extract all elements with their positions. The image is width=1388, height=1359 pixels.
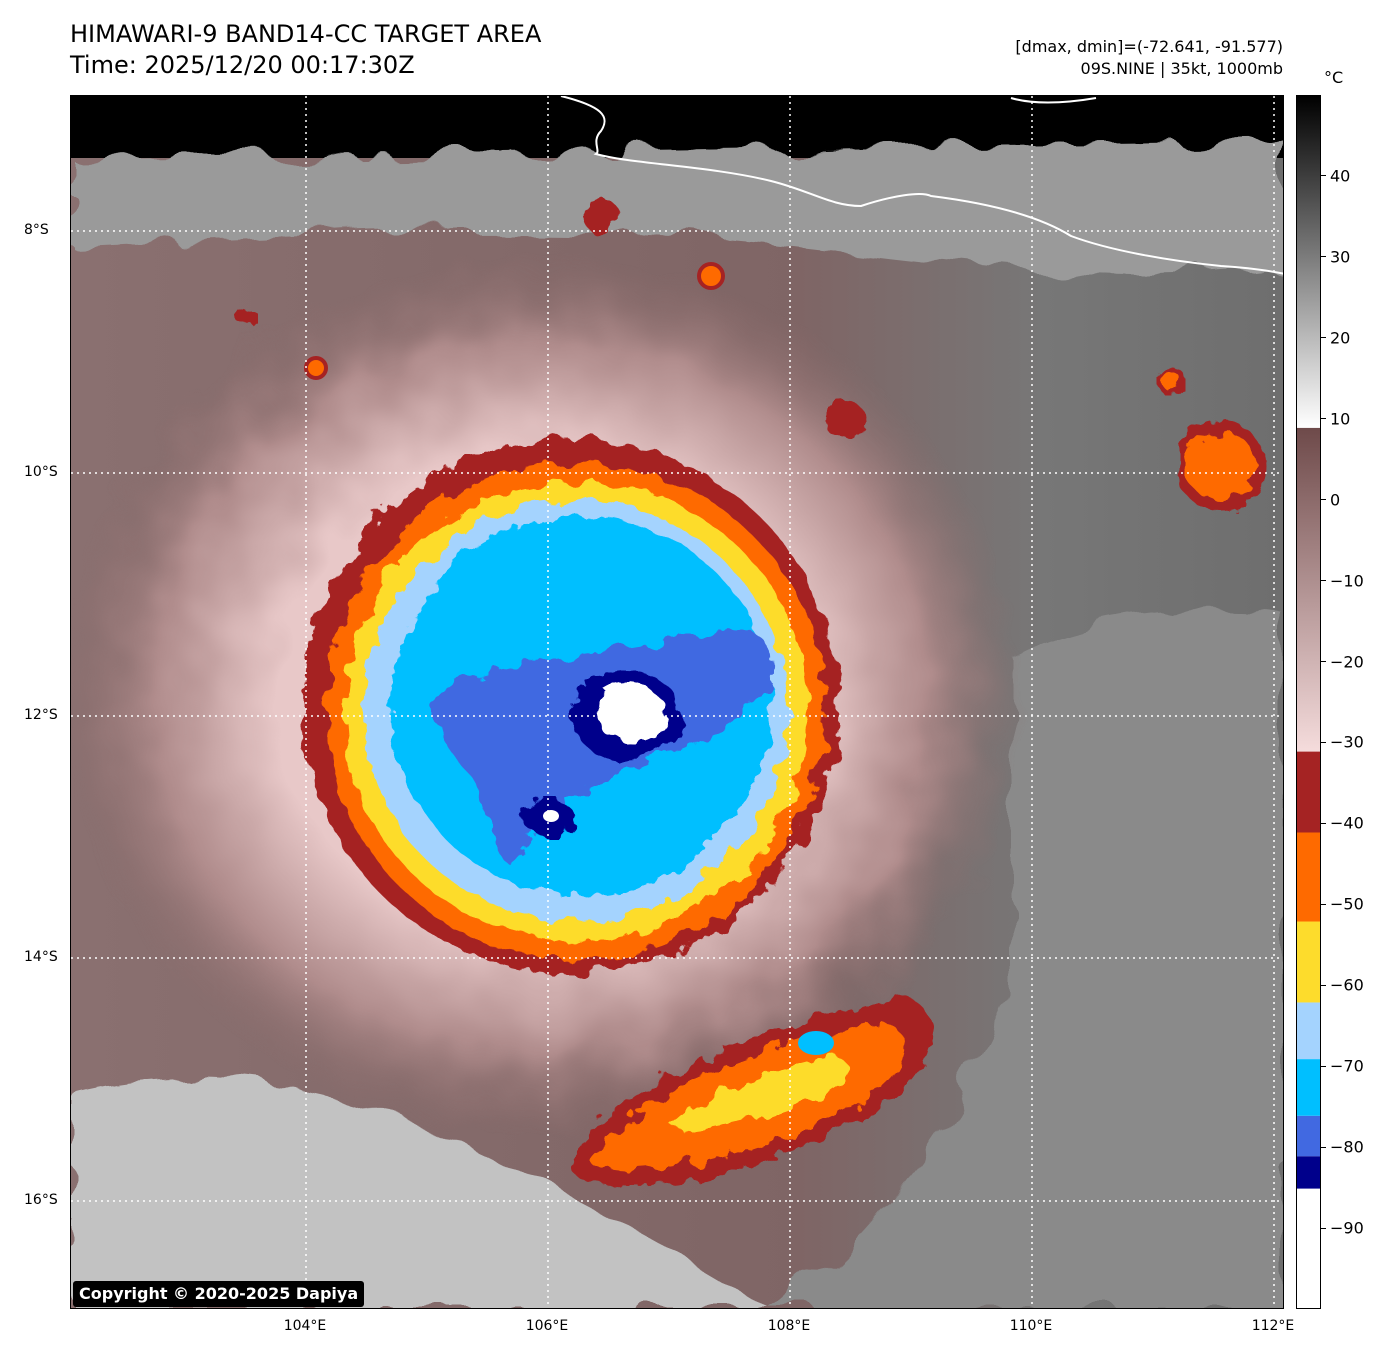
lat-label-16s: 16°S: [24, 1192, 58, 1208]
colorbar-tick: [1321, 337, 1326, 339]
colorbar-unit: °C: [1324, 68, 1344, 87]
colorbar-tick-label: −60: [1330, 975, 1364, 995]
chart-title: HIMAWARI-9 BAND14-CC TARGET AREA: [70, 20, 542, 48]
colorbar-tick: [1321, 1227, 1326, 1229]
lat-label-12s: 12°S: [24, 707, 58, 723]
colorbar-segment-4: [1297, 1002, 1320, 1060]
lat-label-10s: 10°S: [24, 464, 58, 480]
clear-sky-southwest: [71, 1079, 768, 1308]
colorbar-tick: [1321, 1146, 1326, 1148]
lon-label-110e: 110°E: [1009, 1318, 1053, 1334]
colorbar-tick-label: 10: [1330, 409, 1351, 429]
lon-label-112e: 112°E: [1251, 1318, 1295, 1334]
satellite-map: [71, 96, 1283, 1308]
colorbar-segment-7: [1297, 751, 1320, 833]
temperature-range: [dmax, dmin]=(-72.641, -91.577): [1015, 37, 1283, 56]
coastline-java: [560, 96, 1283, 275]
colorbar-tick-label: −70: [1330, 1056, 1364, 1076]
colorbar-tick-label: −50: [1330, 894, 1364, 914]
core-white: [595, 686, 667, 742]
southern-band-cyan: [798, 1031, 834, 1055]
colorbar-tick: [1321, 903, 1326, 905]
colorbar-segment-5: [1297, 921, 1320, 1003]
graticule: [71, 96, 1283, 1308]
colorbar-segment-pink-gradient: [1297, 427, 1320, 752]
colorbar-tick-label: −30: [1330, 732, 1364, 752]
cb-cell-w: [236, 306, 256, 326]
colorbar-tick-label: −10: [1330, 571, 1364, 591]
colorbar-tick: [1321, 418, 1326, 420]
secondary-core-white: [543, 810, 559, 822]
clear-sky-east: [773, 612, 1283, 1308]
satellite-image: [70, 95, 1284, 1309]
colorbar-tick-label: 20: [1330, 328, 1351, 348]
chart-time: Time: 2025/12/20 00:17:30Z: [70, 51, 415, 79]
colorbar-tick-label: 30: [1330, 247, 1351, 267]
colorbar: [1296, 95, 1321, 1309]
cb-cell-n: [826, 401, 866, 441]
coastline-north-island: [1010, 97, 1097, 104]
lat-label-8s: 8°S: [24, 222, 49, 238]
colorbar-segment-0: [1297, 1188, 1320, 1308]
colorbar-segment-3: [1297, 1059, 1320, 1116]
colorbar-segment-gray-gradient: [1297, 96, 1320, 428]
colorbar-tick: [1321, 256, 1326, 258]
storm-info: 09S.NINE | 35kt, 1000mb: [1080, 59, 1283, 78]
cb-cell-n-3: [697, 262, 725, 290]
cb-cell-ne-2: [1156, 366, 1186, 396]
colorbar-tick-label: −40: [1330, 813, 1364, 833]
lon-label-108e: 108°E: [767, 1318, 811, 1334]
lat-label-14s: 14°S: [24, 949, 58, 965]
colorbar-tick: [1321, 175, 1326, 177]
colorbar-segment-2: [1297, 1115, 1320, 1157]
colorbar-tick: [1321, 822, 1326, 824]
copyright-badge: Copyright © 2020-2025 Dapiya: [73, 1281, 365, 1307]
colorbar-segment-1: [1297, 1156, 1320, 1189]
lon-label-106e: 106°E: [525, 1318, 569, 1334]
southern-band-yellow: [671, 1056, 849, 1131]
colorbar-tick-label: −90: [1330, 1218, 1364, 1238]
colorbar-tick: [1321, 741, 1326, 743]
colorbar-segment-6: [1297, 832, 1320, 922]
clear-sky-north: [71, 141, 1283, 276]
colorbar-tick: [1321, 499, 1326, 501]
cb-cell-nw: [304, 356, 328, 380]
colorbar-tick: [1321, 984, 1326, 986]
colorbar-tick-label: −80: [1330, 1137, 1364, 1157]
cb-cell-ne: [1176, 421, 1266, 511]
colorbar-tick: [1321, 661, 1326, 663]
colorbar-tick-label: 0: [1330, 490, 1341, 510]
colorbar-tick: [1321, 580, 1326, 582]
cb-cell-n-2: [583, 198, 619, 234]
colorbar-tick-label: 40: [1330, 166, 1351, 186]
colorbar-tick: [1321, 1065, 1326, 1067]
colorbar-tick-label: −20: [1330, 652, 1364, 672]
lon-label-104e: 104°E: [283, 1318, 327, 1334]
colorbar-svg: [1297, 96, 1320, 1308]
